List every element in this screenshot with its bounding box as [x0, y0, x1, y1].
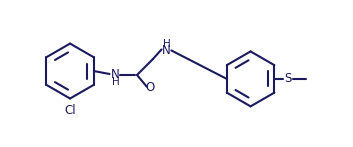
- Text: Cl: Cl: [64, 104, 76, 117]
- Text: H: H: [112, 77, 119, 87]
- Text: H: H: [163, 39, 170, 49]
- Text: N: N: [162, 44, 171, 57]
- Text: S: S: [285, 72, 292, 85]
- Text: O: O: [145, 81, 154, 94]
- Text: N: N: [111, 69, 120, 81]
